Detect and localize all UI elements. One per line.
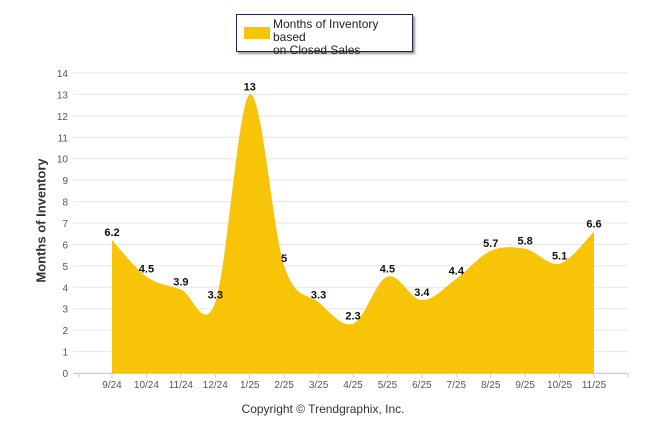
x-tick-label: 9/24 [102, 380, 122, 391]
data-label: 6.2 [104, 227, 119, 239]
y-axis-title: Months of Inventory [33, 158, 49, 283]
legend-line-1: Months of Inventory based [273, 17, 379, 44]
y-tick-label: 9 [62, 176, 68, 187]
x-tick-label: 9/25 [515, 380, 535, 391]
data-label: 2.3 [345, 311, 360, 323]
y-tick-label: 0 [62, 369, 68, 380]
data-label: 4.5 [139, 264, 154, 276]
legend-line-2: on Closed Sales [273, 43, 361, 57]
x-tick-label: 8/25 [481, 380, 501, 391]
legend-swatch [244, 27, 270, 39]
legend-label: Months of Inventory based on Closed Sale… [273, 18, 412, 57]
y-tick-label: 6 [62, 240, 68, 251]
x-tick-label: 1/25 [240, 380, 260, 391]
y-tick-label: 13 [57, 90, 69, 101]
y-tick-label: 12 [57, 112, 69, 123]
x-tick-label: 10/25 [547, 380, 572, 391]
data-label: 4.5 [380, 264, 395, 276]
x-tick-label: 12/24 [203, 380, 228, 391]
x-tick-label: 11/25 [582, 380, 607, 391]
data-label: 5.7 [483, 238, 498, 250]
y-tick-label: 5 [62, 262, 68, 273]
data-label: 5 [281, 253, 287, 265]
series-area [112, 94, 595, 374]
x-tick-label: 10/24 [134, 380, 159, 391]
y-tick-label: 2 [62, 326, 68, 337]
y-tick-label: 7 [62, 219, 68, 230]
x-tick-label: 4/25 [343, 380, 363, 391]
x-tick-label: 11/24 [169, 380, 194, 391]
y-tick-label: 4 [62, 283, 68, 294]
y-tick-label: 10 [57, 155, 69, 166]
x-tick-label: 2/25 [274, 380, 294, 391]
data-label: 5.1 [552, 251, 567, 263]
data-label: 4.4 [449, 266, 465, 278]
data-label: 3.4 [414, 287, 430, 299]
y-tick-label: 1 [62, 348, 68, 359]
x-tick-label: 3/25 [309, 380, 329, 391]
y-tick-label: 11 [58, 133, 69, 144]
data-label: 13 [244, 81, 256, 93]
data-label: 3.9 [173, 276, 188, 288]
x-tick-label: 5/25 [378, 380, 398, 391]
data-label: 3.3 [311, 289, 326, 301]
data-label: 3.3 [208, 289, 223, 301]
chart-legend: Months of Inventory based on Closed Sale… [236, 14, 413, 57]
y-tick-label: 8 [62, 198, 68, 209]
copyright-text: Copyright © Trendgraphix, Inc. [241, 402, 405, 416]
x-tick-label: 7/25 [447, 380, 467, 391]
y-tick-label: 3 [62, 305, 68, 316]
x-tick-label: 6/25 [412, 380, 432, 391]
y-tick-label: 14 [57, 69, 69, 80]
data-label: 6.6 [586, 219, 601, 231]
data-label: 5.8 [518, 236, 533, 248]
